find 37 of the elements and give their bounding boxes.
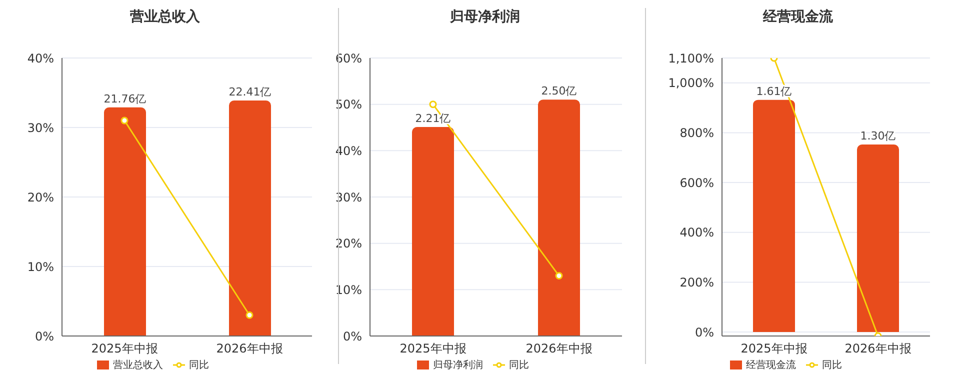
y-tick-label: 0% — [34, 329, 54, 344]
y-tick-label: 10% — [27, 260, 54, 274]
chart-title: 归母净利润 — [449, 8, 521, 26]
legend-label: 同比 — [509, 360, 529, 371]
y-tick-label: 1,000% — [668, 76, 714, 90]
y-tick-label: 600% — [680, 176, 714, 190]
x-tick-label: 2025年中报 — [91, 342, 158, 356]
y-tick-label: 60% — [335, 51, 362, 66]
legend-label: 归母净利润 — [433, 360, 483, 371]
x-tick-label: 2025年中报 — [740, 342, 808, 356]
x-tick-label: 2026年中报 — [844, 342, 912, 356]
data-label: 1.30亿 — [860, 130, 896, 143]
chart-title: 经营现金流 — [762, 8, 834, 26]
y-tick-label: 0% — [342, 329, 362, 344]
y-tick-label: 40% — [27, 51, 54, 66]
y-tick-label: 30% — [27, 120, 54, 135]
data-label: 21.76亿 — [104, 92, 146, 106]
y-tick-label: 200% — [680, 275, 714, 290]
data-label: 22.41亿 — [228, 86, 272, 99]
legend-label: 营业总收入 — [113, 360, 163, 371]
legend-label: 同比 — [189, 360, 209, 371]
y-tick-label: 800% — [680, 126, 714, 140]
legend-label: 经营现金流 — [746, 360, 796, 371]
y-tick-label: 50% — [335, 98, 362, 112]
y-tick-label: 20% — [27, 190, 54, 204]
y-tick-label: 40% — [335, 144, 362, 158]
legend-label: 同比 — [822, 360, 842, 371]
y-tick-label: 30% — [335, 190, 362, 204]
y-tick-label: 400% — [680, 226, 714, 240]
y-tick-label: 10% — [335, 282, 362, 297]
chart-title: 营业总收入 — [129, 8, 201, 26]
data-label: 2.50亿 — [541, 84, 577, 98]
y-tick-label: 1,100% — [668, 51, 714, 66]
y-tick-label: 0% — [694, 325, 714, 340]
x-tick-label: 2026年中报 — [526, 342, 592, 356]
x-tick-label: 2025年中报 — [400, 342, 466, 356]
x-tick-label: 2026年中报 — [216, 342, 283, 356]
